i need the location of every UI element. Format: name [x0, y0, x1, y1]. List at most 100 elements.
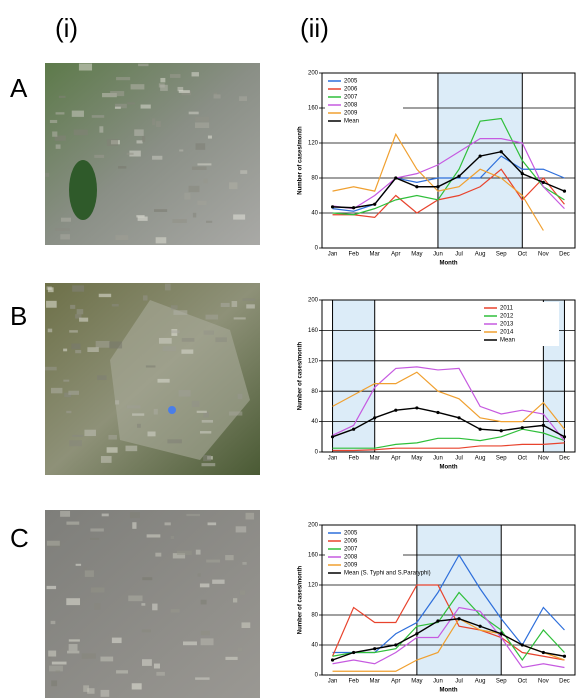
mean-marker: [562, 435, 567, 439]
y-tick-label: 80: [311, 389, 318, 395]
texture-patch: [207, 135, 212, 139]
series-line: [332, 168, 565, 219]
texture-patch: [75, 350, 82, 354]
texture-patch: [142, 577, 153, 581]
texture-patch: [172, 553, 186, 559]
texture-patch: [50, 387, 63, 394]
texture-patch: [239, 96, 248, 102]
plot-frame: [321, 299, 576, 453]
texture-patch: [246, 304, 255, 309]
mean-marker: [352, 650, 356, 655]
texture-patch: [54, 135, 66, 141]
texture-patch: [63, 348, 68, 352]
texture-patch: [203, 330, 214, 335]
texture-patch: [156, 671, 165, 676]
mean-marker: [478, 154, 482, 158]
texture-patch: [72, 434, 84, 437]
texture-patch: [68, 390, 80, 395]
legend-label: 2012: [500, 314, 514, 320]
mean-marker: [436, 185, 440, 189]
mean-marker: [394, 176, 398, 180]
legend-label: Mean: [500, 338, 515, 344]
x-tick-label: Jan: [328, 252, 338, 258]
texture-patch: [70, 304, 76, 309]
y-tick-label: 80: [311, 613, 318, 619]
texture-patch: [146, 534, 161, 538]
texture-patch: [46, 540, 60, 546]
x-tick-label: Jun: [433, 456, 443, 462]
series-line: [332, 366, 565, 441]
y-tick-label: 40: [311, 211, 318, 217]
legend-label: 2007: [344, 95, 358, 101]
x-tick-label: Jul: [455, 679, 463, 685]
satellite-image: [45, 63, 260, 245]
texture-patch: [99, 126, 104, 133]
texture-patch: [232, 598, 238, 603]
texture-patch: [237, 647, 243, 652]
y-tick-label: 160: [308, 553, 319, 559]
texture-patch: [110, 91, 125, 97]
plot-frame: [321, 72, 576, 249]
texture-patch: [194, 122, 210, 129]
mean-marker: [394, 643, 398, 647]
texture-patch: [94, 154, 105, 158]
x-tick-label: May: [411, 456, 422, 462]
texture-patch: [55, 112, 65, 115]
location-pin: [168, 406, 176, 414]
texture-patch: [114, 106, 121, 109]
texture-patch: [111, 637, 122, 644]
texture-patch: [205, 314, 219, 320]
texture-patch: [195, 549, 201, 555]
texture-patch: [68, 644, 78, 651]
texture-patch: [75, 314, 82, 319]
texture-patch: [97, 375, 107, 381]
texture-patch: [67, 650, 80, 654]
texture-patch: [164, 283, 171, 291]
texture-patch: [63, 379, 70, 382]
texture-patch: [154, 209, 168, 212]
texture-patch: [87, 347, 99, 353]
legend-label: 2005: [344, 79, 358, 85]
x-tick-label: Sep: [496, 252, 507, 258]
texture-patch: [199, 583, 210, 588]
texture-patch: [186, 513, 200, 517]
series-line: [332, 591, 565, 662]
texture-patch: [108, 434, 117, 440]
texture-patch: [172, 219, 187, 223]
mean-marker: [541, 423, 545, 427]
texture-patch: [164, 522, 171, 526]
texture-patch: [111, 303, 119, 307]
legend-label: 2011: [500, 306, 514, 312]
texture-patch: [48, 650, 57, 657]
texture-patch: [170, 535, 175, 540]
texture-patch: [90, 528, 104, 532]
texture-patch: [241, 622, 251, 628]
texture-patch: [66, 521, 80, 525]
row-label: B: [10, 301, 27, 331]
x-tick-label: Apr: [391, 679, 400, 685]
mean-marker: [499, 632, 503, 636]
texture-patch: [195, 143, 206, 150]
legend-box: [325, 75, 403, 127]
texture-patch: [191, 400, 200, 408]
legend-label: 2007: [344, 547, 358, 553]
texture-patch: [157, 378, 170, 383]
x-tick-label: Sep: [496, 679, 507, 685]
texture-patch: [206, 220, 213, 223]
texture-patch: [66, 410, 72, 414]
texture-patch: [127, 102, 135, 105]
texture-patch: [129, 150, 141, 157]
texture-patch: [71, 343, 81, 350]
texture-patch: [87, 688, 95, 694]
mean-marker: [562, 189, 567, 193]
mean-marker: [541, 650, 545, 655]
series-line: [332, 618, 565, 661]
x-tick-label: Jul: [455, 252, 463, 258]
x-tick-label: Jun: [433, 679, 443, 685]
texture-patch: [68, 639, 80, 642]
texture-patch: [153, 408, 158, 415]
texture-patch: [66, 598, 81, 606]
mean-marker: [457, 416, 461, 420]
texture-patch: [140, 104, 151, 109]
texture-patch: [126, 152, 134, 155]
